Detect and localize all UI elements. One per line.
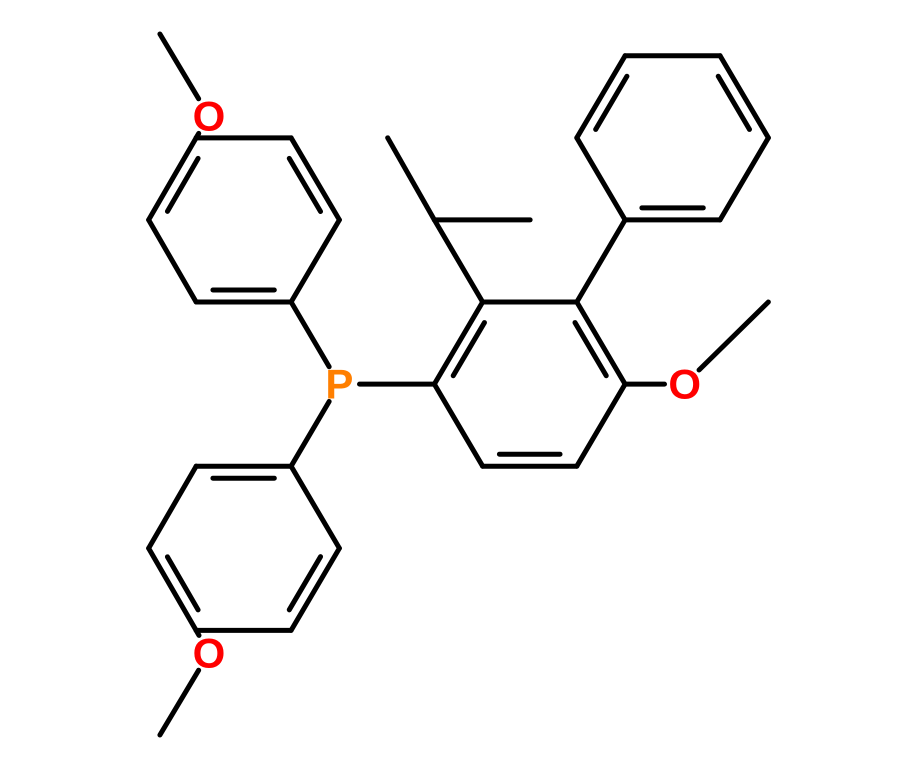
bond-line [720,138,768,220]
bond-line [434,220,482,302]
bond-line [291,466,339,548]
bond-line [167,557,198,610]
bond-line [718,76,749,129]
bond-line [289,557,320,610]
bond-line [577,302,625,384]
bond-line [577,56,625,138]
bond-line [699,302,768,370]
phosphorus-atom-label: P [325,361,353,408]
bond-line [149,220,196,302]
bond-line [167,158,198,211]
bond-line [720,56,768,138]
bond-line [291,548,339,630]
bond-line [577,384,625,466]
bond-line [291,138,339,220]
oxygen-atom-label: O [193,629,226,676]
bond-line [434,384,482,466]
bond-line [160,34,199,99]
bond-line [291,220,339,302]
molecule-svg: P O O O [0,0,917,769]
molecule-diagram: P O O O [0,0,917,769]
bond-line [453,323,484,376]
bond-line [160,670,199,735]
bond-line [596,76,627,129]
oxygen-atom-label: O [668,361,701,408]
bond-line [291,401,329,466]
bond-line [291,302,329,367]
bond-line [289,158,320,211]
bond-line [577,138,625,220]
oxygen-atom-label: O [193,93,226,140]
bond-line [575,323,606,376]
bond-line [577,220,625,302]
bond-line [388,138,435,220]
bond-line [149,466,196,548]
bond-line [434,302,482,384]
